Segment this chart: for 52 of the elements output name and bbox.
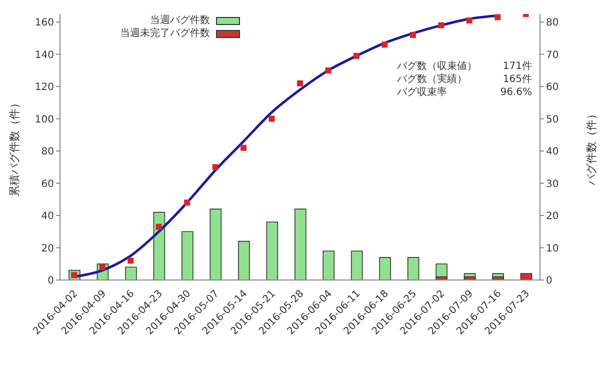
bar xyxy=(182,231,194,280)
bar xyxy=(520,273,532,280)
point xyxy=(466,17,472,24)
bar xyxy=(379,257,391,280)
text: バグ収束率 96.6% xyxy=(397,87,532,98)
bar xyxy=(125,266,137,280)
y2-tick-label: 80 xyxy=(546,18,559,29)
y2-tick-label: 0 xyxy=(546,276,552,287)
point xyxy=(212,164,218,170)
y-tick-label: 40 xyxy=(41,211,54,222)
legend-label: 当週バグ件数 xyxy=(150,14,210,27)
bar xyxy=(322,250,335,280)
y2-tick-label: 30 xyxy=(546,178,559,190)
y-tick-label: 120 xyxy=(34,82,54,94)
point xyxy=(99,264,106,270)
point xyxy=(128,258,134,264)
y-tick-label: 140 xyxy=(34,50,54,61)
bar xyxy=(153,212,166,280)
point xyxy=(240,144,247,151)
bar xyxy=(210,208,222,280)
y2-tick-label: 10 xyxy=(546,243,559,254)
point xyxy=(494,14,501,20)
point xyxy=(325,67,332,74)
y-tick-label: 160 xyxy=(34,18,54,29)
point xyxy=(353,52,360,59)
point xyxy=(410,32,416,38)
bar xyxy=(238,240,250,280)
y2-tick-label: 50 xyxy=(546,114,559,126)
point xyxy=(297,80,303,86)
y2-tick-label: 20 xyxy=(546,211,559,222)
bar xyxy=(294,208,306,280)
legend-label: 当週未完了バグ件数 xyxy=(120,27,210,40)
point xyxy=(156,224,162,230)
y2-tick-label: 70 xyxy=(546,50,559,61)
point xyxy=(184,200,190,206)
bar xyxy=(407,257,420,280)
bar xyxy=(266,222,278,280)
text: バグ数（収束値） 171件 xyxy=(397,61,532,72)
point xyxy=(268,116,275,122)
point xyxy=(438,22,444,28)
y-tick-label: 60 xyxy=(41,178,54,190)
text: バグ数（実績） 165件 xyxy=(397,74,532,85)
y2-tick-label: 40 xyxy=(546,146,559,158)
point xyxy=(382,42,388,48)
y-axis-title: 累積バグ件数（件） xyxy=(8,98,21,196)
y-tick-label: 80 xyxy=(41,146,54,158)
y-tick-label: 0 xyxy=(48,276,54,287)
y-tick-label: 20 xyxy=(41,243,54,254)
y2-axis-title: バグ件数（件） xyxy=(584,108,598,186)
bar xyxy=(350,250,363,280)
y2-tick-label: 60 xyxy=(546,82,559,94)
y-tick-label: 100 xyxy=(34,114,54,126)
